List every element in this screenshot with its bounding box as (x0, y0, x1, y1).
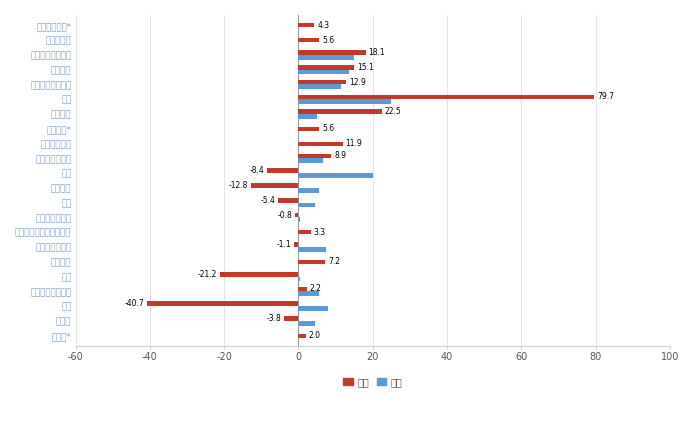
Bar (298, 291, 319, 296)
Text: -5.4: -5.4 (260, 196, 276, 205)
Bar (298, 127, 319, 131)
Bar (298, 99, 391, 104)
Text: -12.8: -12.8 (228, 181, 248, 190)
Bar (298, 217, 301, 222)
Text: 11.9: 11.9 (346, 139, 362, 148)
Bar (285, 316, 298, 321)
Bar (298, 142, 343, 146)
Bar (298, 287, 307, 291)
Bar (298, 230, 311, 234)
Bar (298, 260, 325, 264)
Text: 18.1: 18.1 (369, 48, 385, 57)
Bar (220, 272, 298, 276)
Bar (298, 114, 317, 119)
Text: 5.6: 5.6 (322, 124, 335, 133)
Text: -21.2: -21.2 (197, 270, 217, 279)
Bar (298, 306, 328, 311)
Text: 3.3: 3.3 (314, 228, 325, 237)
Text: -8.4: -8.4 (249, 166, 264, 175)
Text: -3.8: -3.8 (266, 314, 281, 323)
Legend: 全额, 数量: 全额, 数量 (339, 373, 406, 391)
Bar (298, 276, 301, 281)
Bar (298, 154, 332, 159)
Bar (251, 183, 298, 188)
Text: 8.9: 8.9 (335, 152, 346, 161)
Text: 7.2: 7.2 (328, 257, 340, 266)
Bar (298, 159, 323, 163)
Text: -0.8: -0.8 (278, 211, 292, 219)
Bar (267, 168, 298, 173)
Text: 22.5: 22.5 (385, 107, 402, 116)
Text: 4.3: 4.3 (317, 21, 330, 30)
Bar (298, 55, 354, 60)
Text: 2.2: 2.2 (310, 285, 321, 293)
Text: 2.0: 2.0 (309, 331, 321, 340)
Text: 15.1: 15.1 (357, 63, 374, 72)
Bar (298, 95, 595, 99)
Bar (296, 213, 298, 217)
Text: 12.9: 12.9 (349, 78, 366, 86)
Bar (294, 242, 298, 247)
Text: -40.7: -40.7 (124, 299, 144, 308)
Bar (298, 109, 382, 114)
Bar (298, 65, 355, 70)
Bar (298, 85, 341, 89)
Bar (298, 321, 315, 326)
Bar (278, 198, 298, 203)
Bar (298, 334, 306, 338)
Bar (298, 80, 346, 85)
Bar (298, 70, 348, 74)
Bar (298, 23, 314, 27)
Bar (298, 203, 315, 207)
Text: -1.1: -1.1 (277, 240, 291, 249)
Bar (298, 247, 326, 252)
Text: 79.7: 79.7 (598, 92, 614, 102)
Bar (298, 173, 373, 178)
Bar (147, 302, 298, 306)
Text: 5.6: 5.6 (322, 35, 335, 44)
Bar (298, 188, 319, 193)
Bar (298, 38, 319, 42)
Bar (298, 50, 366, 55)
